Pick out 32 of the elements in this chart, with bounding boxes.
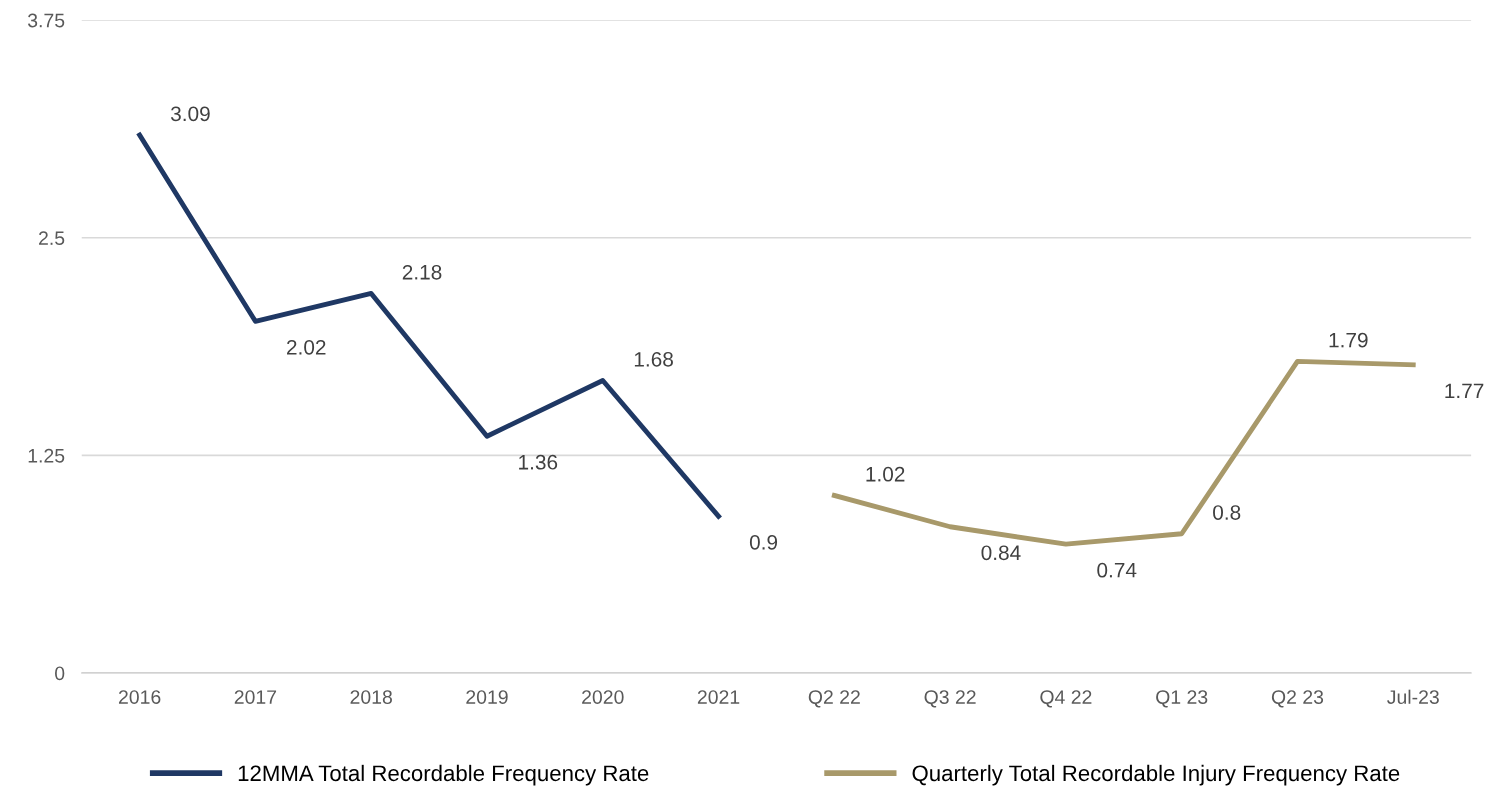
data-label: 0.84	[981, 545, 1021, 561]
x-tick-label: Jul-23	[1387, 689, 1439, 704]
data-label: 1.77	[1445, 383, 1484, 399]
data-label: 1.68	[634, 351, 673, 367]
y-tick-label: 0	[55, 666, 65, 681]
data-label: 2.18	[402, 264, 442, 280]
x-tick-label: 2021	[697, 690, 740, 704]
x-tick-label: 2019	[466, 690, 508, 704]
x-tick-label: Q3 22	[924, 690, 976, 708]
line-series	[831, 358, 1416, 547]
x-tick-label: Q1 23	[1156, 690, 1208, 708]
x-tick-label: 2020	[582, 690, 624, 704]
data-label: 2.02	[287, 339, 326, 355]
data-label: 1.02	[866, 466, 905, 482]
x-tick-label: 2016	[118, 690, 161, 704]
x-tick-label: Q2 22	[808, 690, 860, 708]
x-tick-label: Q2 23	[1271, 690, 1324, 708]
y-tick-label: 3.75	[27, 13, 65, 28]
x-tick-label: 2017	[234, 690, 277, 704]
data-label: 0.74	[1097, 562, 1137, 578]
data-label: 1.36	[519, 454, 558, 470]
data-label: 0.9	[749, 534, 778, 550]
y-tick-label: 2.5	[39, 231, 65, 246]
x-tick-label: Q4 22	[1040, 690, 1092, 708]
y-tick-label: 1.25	[28, 448, 65, 463]
data-label: 3.09	[170, 106, 210, 122]
data-label: 1.79	[1329, 332, 1368, 348]
legend-label: Quarterly Total Recordable Injury Frequency Rate	[912, 764, 1400, 786]
legend-label: 12MMA Total Recordable Frequency Rate	[238, 764, 649, 786]
data-label: 0.8	[1213, 505, 1241, 520]
x-tick-label: 2018	[350, 690, 392, 704]
line-series	[137, 132, 721, 519]
